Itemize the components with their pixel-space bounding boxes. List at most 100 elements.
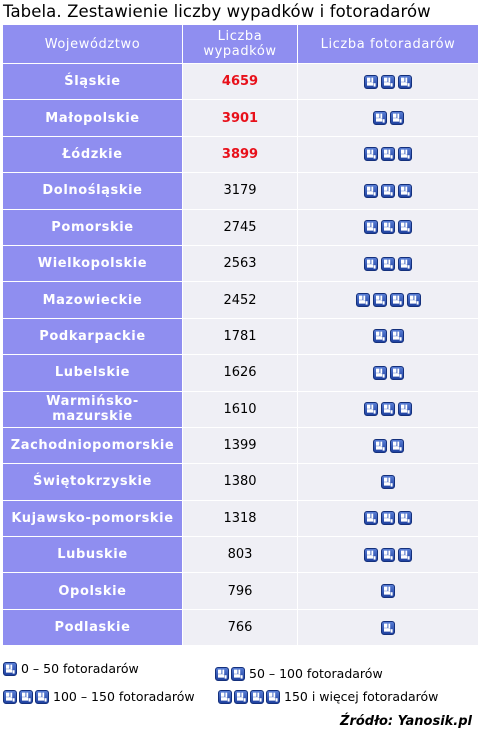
radar-icons xyxy=(218,689,280,704)
speed-camera-icon xyxy=(381,183,395,198)
region-cell: Świętokrzyskie xyxy=(2,463,183,501)
region-cell: Pomorskie xyxy=(2,208,183,246)
region-cell: Podlaskie xyxy=(2,608,183,647)
accidents-cell: 3179 xyxy=(182,172,298,210)
speed-camera-icon xyxy=(389,438,404,453)
radars-cell xyxy=(297,390,479,428)
accidents-cell: 766 xyxy=(182,608,298,647)
accidents-cell: 4659 xyxy=(182,62,298,101)
radars-cell xyxy=(297,135,479,174)
table-row: Pomorskie 2745 xyxy=(2,208,479,246)
speed-camera-icon xyxy=(372,438,387,453)
accidents-cell: 803 xyxy=(182,536,298,574)
source-note: Źródło: Yanosik.pl xyxy=(340,714,472,729)
radar-icons xyxy=(372,329,404,344)
speed-camera-icon xyxy=(19,689,33,704)
speed-camera-icon xyxy=(398,147,412,162)
radars-cell xyxy=(297,208,479,246)
speed-camera-icon xyxy=(364,402,378,417)
radars-cell xyxy=(297,172,479,210)
radar-icons xyxy=(364,256,412,271)
radar-icons xyxy=(215,666,245,681)
speed-camera-icon xyxy=(381,620,395,635)
region-cell: Lubuskie xyxy=(2,536,183,574)
speed-camera-icon xyxy=(398,256,412,271)
accidents-cell: 1380 xyxy=(182,463,298,501)
table-row: Małopolskie 3901 xyxy=(2,99,479,137)
header-radars: Liczba fotoradarów xyxy=(297,24,479,64)
table-row: Kujawsko-pomorskie 1318 xyxy=(2,499,479,538)
speed-camera-icon xyxy=(381,547,395,562)
radar-icons xyxy=(372,438,404,453)
radar-icons xyxy=(381,620,395,635)
accidents-cell: 1781 xyxy=(182,317,298,356)
speed-camera-icon xyxy=(364,256,378,271)
table-row: Lubelskie 1626 xyxy=(2,354,479,392)
speed-camera-icon xyxy=(398,547,412,562)
radars-cell xyxy=(297,99,479,137)
table-row: Zachodniopomorskie 1399 xyxy=(2,426,479,465)
legend-label: 150 i więcej fotoradarów xyxy=(284,689,439,704)
radar-icons xyxy=(364,183,412,198)
region-cell: Małopolskie xyxy=(2,99,183,137)
table-row: Mazowieckie 2452 xyxy=(2,281,479,319)
speed-camera-icon xyxy=(372,293,387,308)
table-header-row: Województwo Liczba wypadków Liczba fotor… xyxy=(2,24,479,64)
speed-camera-icon xyxy=(3,689,17,704)
speed-camera-icon xyxy=(234,689,248,704)
table-row: Lubuskie 803 xyxy=(2,536,479,574)
region-cell: Zachodniopomorskie xyxy=(2,426,183,465)
speed-camera-icon xyxy=(355,293,370,308)
speed-camera-icon xyxy=(364,147,378,162)
legend-label: 50 – 100 fotoradarów xyxy=(249,666,383,681)
legend-item: 50 – 100 fotoradarów xyxy=(215,666,383,681)
speed-camera-icon xyxy=(398,74,412,89)
speed-camera-icon xyxy=(381,584,395,599)
speed-camera-icon xyxy=(389,365,404,380)
speed-camera-icon xyxy=(381,511,395,526)
radar-icons xyxy=(3,689,49,704)
speed-camera-icon xyxy=(381,147,395,162)
table-row: Warmińsko-mazurskie 1610 xyxy=(2,390,479,428)
speed-camera-icon xyxy=(372,111,387,126)
region-cell: Warmińsko-mazurskie xyxy=(2,390,183,428)
legend-label: 0 – 50 fotoradarów xyxy=(21,661,139,676)
radars-cell xyxy=(297,463,479,501)
table-row: Świętokrzyskie 1380 xyxy=(2,463,479,501)
table-row: Śląskie 4659 xyxy=(2,62,479,101)
radars-cell xyxy=(297,499,479,538)
radars-cell xyxy=(297,244,479,283)
header-region: Województwo xyxy=(2,24,183,64)
speed-camera-icon xyxy=(398,402,412,417)
speed-camera-icon xyxy=(381,402,395,417)
radars-cell xyxy=(297,317,479,356)
radar-icons xyxy=(364,74,412,89)
radar-icons xyxy=(364,402,412,417)
radar-icons xyxy=(3,661,17,676)
region-cell: Śląskie xyxy=(2,62,183,101)
radars-cell xyxy=(297,62,479,101)
speed-camera-icon xyxy=(381,220,395,235)
region-cell: Kujawsko-pomorskie xyxy=(2,499,183,538)
speed-camera-icon xyxy=(218,689,232,704)
legend-item: 0 – 50 fotoradarów xyxy=(3,661,139,676)
speed-camera-icon xyxy=(406,293,421,308)
legend-item: 100 – 150 fotoradarów xyxy=(3,689,195,704)
speed-camera-icon xyxy=(389,293,404,308)
header-accidents: Liczba wypadków xyxy=(182,24,298,64)
accidents-cell: 3901 xyxy=(182,99,298,137)
speed-camera-icon xyxy=(381,74,395,89)
accidents-cell: 2745 xyxy=(182,208,298,246)
table-row: Opolskie 796 xyxy=(2,572,479,610)
speed-camera-icon xyxy=(266,689,280,704)
radar-icons xyxy=(364,147,412,162)
radar-icons xyxy=(364,511,412,526)
table-row: Dolnośląskie 3179 xyxy=(2,172,479,210)
radar-icons xyxy=(372,365,404,380)
accidents-cell: 1626 xyxy=(182,354,298,392)
region-cell: Wielkopolskie xyxy=(2,244,183,283)
accidents-cell: 3899 xyxy=(182,135,298,174)
accidents-cell: 796 xyxy=(182,572,298,610)
accidents-cell: 1399 xyxy=(182,426,298,465)
accidents-radars-table: Województwo Liczba wypadków Liczba fotor… xyxy=(2,24,479,647)
